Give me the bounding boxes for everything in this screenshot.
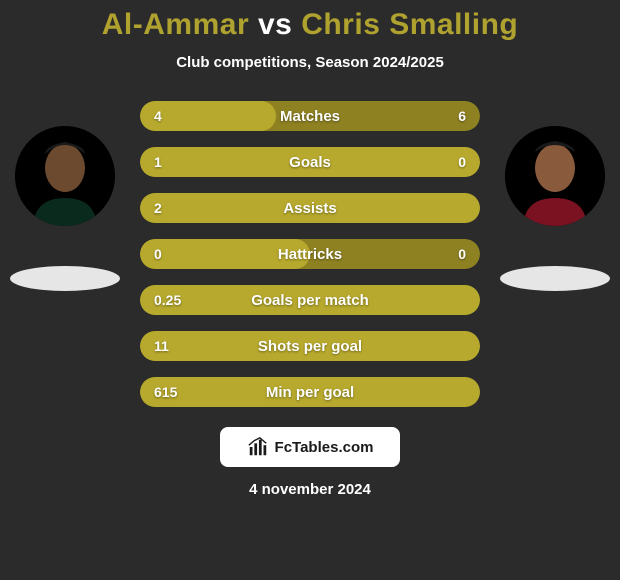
player2-avatar: [505, 126, 605, 226]
bar-value-right: 6: [458, 101, 466, 131]
avatar-left-wrap: [10, 126, 120, 291]
avatar-right-wrap: [500, 126, 610, 291]
avatar-shadow: [10, 266, 120, 291]
avatar-shadow: [500, 266, 610, 291]
bar-value-left: 1: [154, 147, 162, 177]
bar-label: Min per goal: [140, 377, 480, 407]
stat-bar: Shots per goal11: [140, 331, 480, 361]
stat-bar: Goals1 0: [140, 147, 480, 177]
bar-value-left: 2: [154, 193, 162, 223]
title-vs: vs: [249, 8, 301, 41]
stat-bar: Min per goal615: [140, 377, 480, 407]
stat-bar: Matches4 6: [140, 101, 480, 131]
stat-bar: Assists2: [140, 193, 480, 223]
title-player1: Al-Ammar: [102, 8, 249, 41]
brand-badge: FcTables.com: [220, 427, 400, 467]
bar-value-left: 11: [154, 331, 169, 361]
bar-value-right: 0: [458, 147, 466, 177]
bar-value-left: 615: [154, 377, 177, 407]
bar-label: Goals: [140, 147, 480, 177]
bar-label: Goals per match: [140, 285, 480, 315]
bar-label: Shots per goal: [140, 331, 480, 361]
bar-value-right: 0: [458, 239, 466, 269]
bar-value-left: 4: [154, 101, 162, 131]
stat-bar: Hattricks0 0: [140, 239, 480, 269]
brand-text: FcTables.com: [275, 439, 374, 456]
subtitle: Club competitions, Season 2024/2025: [176, 54, 444, 71]
avatar-silhouette-icon: [505, 126, 605, 226]
date-label: 4 november 2024: [249, 481, 371, 498]
player1-avatar: [15, 126, 115, 226]
bar-label: Matches: [140, 101, 480, 131]
stat-bar: Goals per match0.25: [140, 285, 480, 315]
comparison-infographic: Al-Ammar vs Chris Smalling Club competit…: [0, 0, 620, 580]
avatar-silhouette-icon: [15, 126, 115, 226]
page-title: Al-Ammar vs Chris Smalling: [102, 8, 518, 42]
bar-value-left: 0: [154, 239, 162, 269]
title-player2: Chris Smalling: [301, 8, 518, 41]
bar-value-left: 0.25: [154, 285, 181, 315]
bar-label: Hattricks: [140, 239, 480, 269]
chart-icon: [247, 436, 269, 458]
stats-bars: Matches46Goals10Assists2Hattricks00Goals…: [140, 101, 480, 407]
bar-label: Assists: [140, 193, 480, 223]
